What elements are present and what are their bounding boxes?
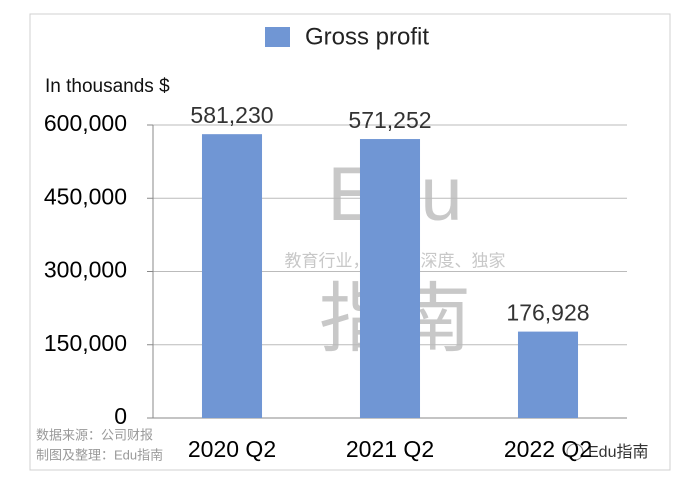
value-label: 571,252	[348, 107, 431, 133]
legend-swatch	[265, 27, 290, 47]
brand-icon	[566, 443, 584, 461]
x-tick-label: 2022 Q2	[504, 436, 592, 462]
y-axis-label: In thousands $	[45, 76, 170, 97]
y-tick-label: 450,000	[44, 183, 127, 209]
x-tick-label: 2021 Q2	[346, 436, 434, 462]
value-label: 581,230	[190, 102, 273, 128]
source-text: 制图及整理：Edu指南	[36, 447, 163, 462]
bar	[359, 139, 421, 418]
legend-label: Gross profit	[305, 23, 429, 50]
brand-text: Edu指南	[588, 443, 648, 461]
bar	[517, 331, 579, 418]
y-tick-label: 0	[114, 403, 127, 429]
bar	[201, 134, 263, 418]
source-text: 数据来源：公司财报	[36, 427, 153, 442]
brand: Edu指南	[566, 443, 648, 461]
y-tick-label: 300,000	[44, 257, 127, 283]
x-tick-label: 2020 Q2	[188, 436, 276, 462]
y-tick-label: 600,000	[44, 110, 127, 136]
value-label: 176,928	[506, 300, 589, 326]
y-tick-label: 150,000	[44, 330, 127, 356]
